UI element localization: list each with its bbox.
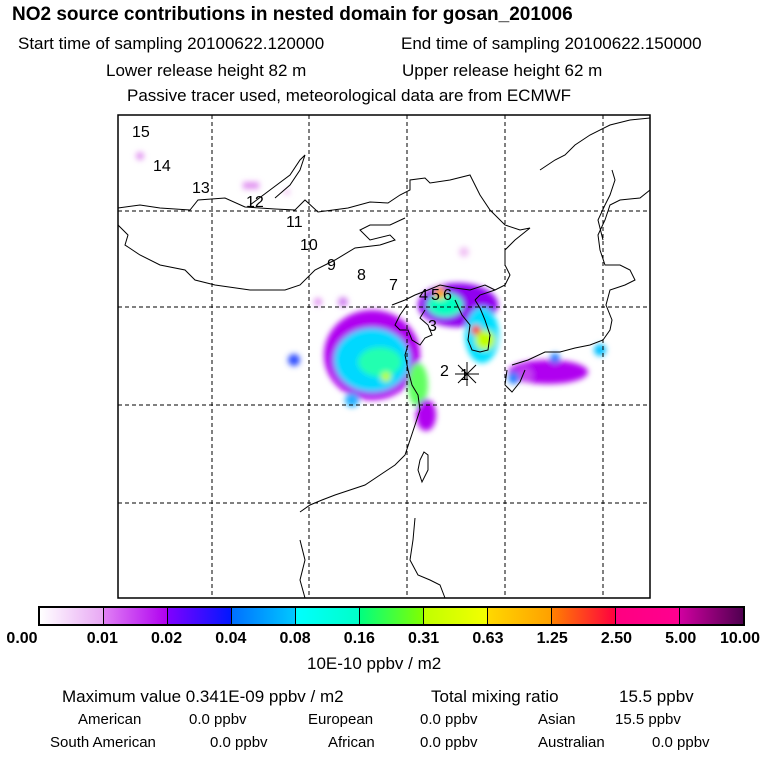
colorbar-tick-label: 0.08	[279, 630, 311, 647]
region-value: 0.0 ppbv	[420, 711, 478, 728]
colorbar-segment	[40, 608, 104, 624]
colorbar-tick-label: 2.50	[600, 630, 633, 647]
colorbar-tick-label: 0.04	[215, 630, 247, 647]
trajectory-label: 5	[431, 287, 440, 304]
colorbar-tick-label: 0.00	[6, 630, 38, 647]
coastlines	[117, 117, 651, 599]
colorbar-segment	[104, 608, 168, 624]
region-value: 15.5 ppbv	[615, 711, 681, 728]
colorbar-tick-label: 0.63	[472, 630, 504, 647]
region-name: American	[78, 711, 142, 728]
trajectory-label: 12	[246, 194, 264, 211]
colorbar-tick-label: 0.02	[150, 630, 183, 647]
trajectory-label: 2	[440, 363, 449, 380]
colorbar-segment	[616, 608, 680, 624]
concentration-field	[136, 152, 606, 431]
trajectory-label: 8	[357, 267, 366, 284]
plot-title: NO2 source contributions in nested domai…	[12, 4, 573, 25]
release-site-star-icon	[455, 362, 479, 386]
region-value: 0.0 ppbv	[652, 734, 710, 751]
upper-release-height: Upper release height 62 m	[402, 61, 603, 80]
start-time: Start time of sampling 20100622.120000	[18, 34, 325, 53]
lat-lon-grid	[118, 115, 650, 598]
colorbar-tick-label: 10.00	[719, 630, 761, 647]
trajectory-label: 1	[460, 367, 469, 384]
colorbar-tick-label: 0.16	[343, 630, 375, 647]
colorbar-segment	[296, 608, 360, 624]
trajectory-label: 6	[443, 287, 452, 304]
trajectory-label: 10	[300, 237, 318, 254]
trajectory-label: 13	[192, 180, 210, 197]
colorbar	[38, 606, 745, 626]
maximum-value: Maximum value 0.341E-09 ppbv / m2	[62, 687, 344, 706]
region-name: European	[308, 711, 374, 728]
region-name: Asian	[538, 711, 576, 728]
end-time: End time of sampling 20100622.150000	[401, 34, 702, 53]
region-value: 0.0 ppbv	[189, 711, 247, 728]
region-value: 0.0 ppbv	[420, 734, 478, 751]
lower-release-height: Lower release height 82 m	[106, 61, 307, 80]
source-contribution-map: 1 2 3 4 5 6 7 8 9 10 11 12 13 14 15	[117, 114, 651, 599]
region-name: Australian	[538, 734, 605, 751]
region-name: African	[328, 734, 375, 751]
trajectory-label: 14	[153, 158, 171, 175]
trajectory-label: 11	[286, 214, 303, 231]
colorbar-unit: 10E-10 ppbv / m2	[307, 654, 442, 673]
colorbar-segment	[168, 608, 232, 624]
total-mixing-ratio-value: 15.5 ppbv	[619, 687, 694, 706]
colorbar-segment	[424, 608, 488, 624]
trajectory-label: 4	[419, 287, 428, 304]
total-mixing-ratio-label: Total mixing ratio	[431, 687, 559, 706]
trajectory-label: 7	[389, 277, 398, 294]
colorbar-segment	[552, 608, 616, 624]
tracer-note: Passive tracer used, meteorological data…	[127, 86, 572, 105]
trajectory-label: 15	[132, 124, 150, 141]
colorbar-segment	[232, 608, 296, 624]
region-name: South American	[50, 734, 156, 751]
colorbar-segment	[488, 608, 552, 624]
colorbar-tick-label: 1.25	[536, 630, 568, 647]
colorbar-segment	[360, 608, 424, 624]
region-value: 0.0 ppbv	[210, 734, 268, 751]
colorbar-segment	[680, 608, 743, 624]
colorbar-tick-label: 0.31	[408, 630, 440, 647]
colorbar-tick-label: 5.00	[665, 630, 697, 647]
colorbar-tick-label: 0.01	[86, 630, 118, 647]
trajectory-label: 3	[428, 318, 437, 335]
trajectory-label: 9	[327, 257, 336, 274]
